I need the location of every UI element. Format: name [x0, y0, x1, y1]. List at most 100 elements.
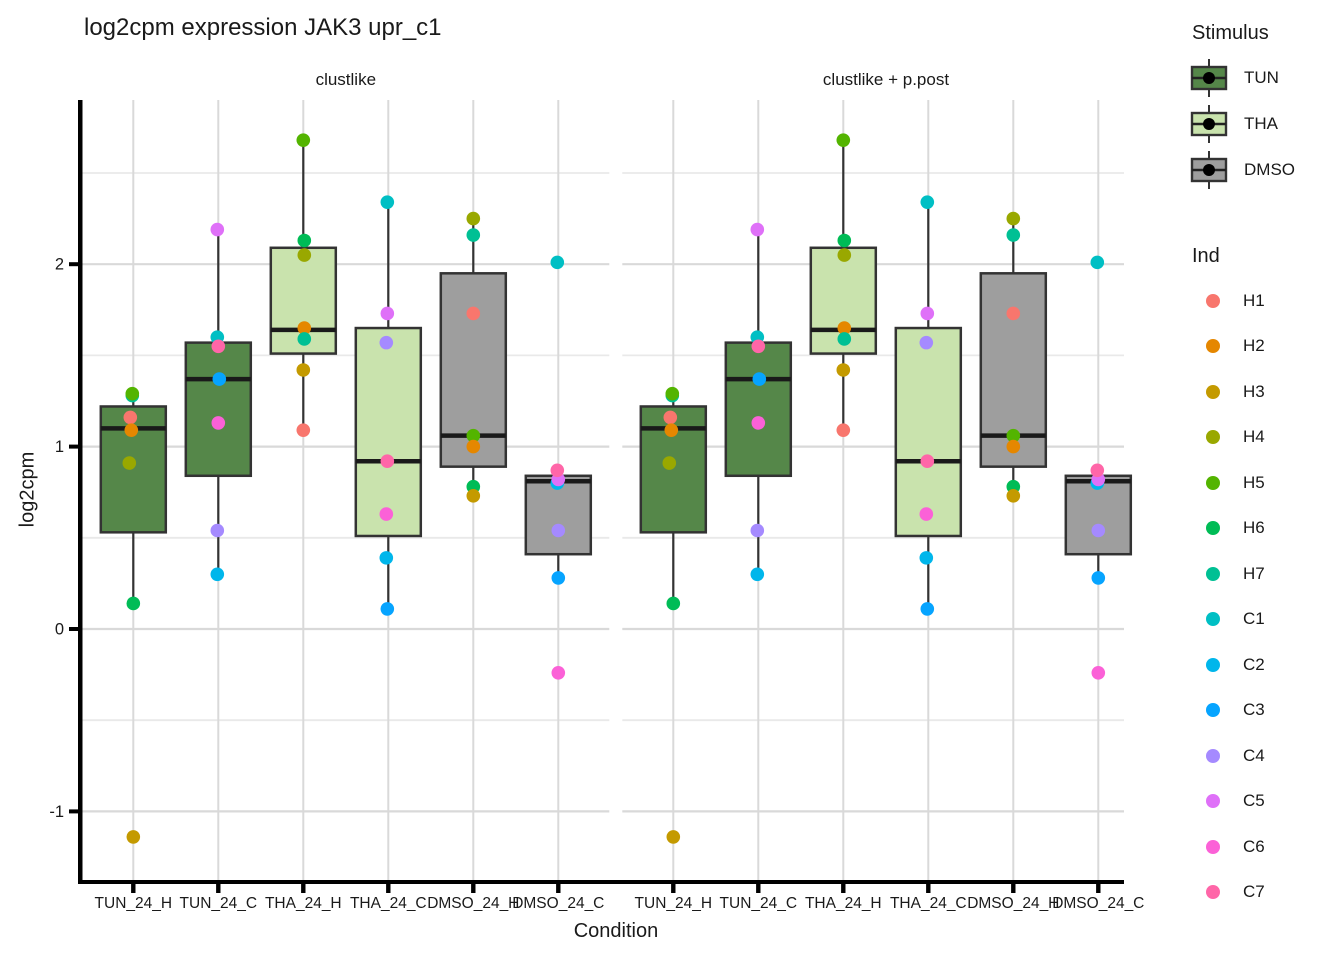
x-tick-label: THA_24_H [265, 895, 342, 912]
ind-dot-icon [1206, 566, 1220, 581]
point-DMSO_24_C-C4 [551, 523, 566, 538]
legend-item-TUN: TUN [1190, 55, 1344, 101]
point-TUN_24_H-H2 [124, 423, 139, 437]
point-THA_24_H-H4 [837, 248, 852, 262]
point-DMSO_24_C-C3 [551, 571, 566, 585]
y-tick [69, 627, 78, 631]
legend-item-C5: C5 [1190, 779, 1344, 825]
x-tick-label: TUN_24_H [635, 895, 713, 912]
x-tick [1011, 884, 1016, 893]
point-TUN_24_C-C3 [752, 372, 767, 386]
point-TUN_24_C-C6 [211, 416, 226, 430]
y-axis-title: log2cpm [16, 451, 39, 528]
ind-dot-icon [1206, 612, 1220, 627]
point-DMSO_24_H-H7 [466, 228, 481, 242]
legend-item-H7: H7 [1190, 551, 1344, 597]
boxplot-TUN_24_C [724, 229, 793, 575]
legend: Stimulus TUN THA DMSO Ind H1 H2 H3 H4 H5 H6 H7 C1… [1190, 22, 1344, 915]
point-TUN_24_C-C4 [210, 523, 225, 538]
boxplot-key-icon [1190, 59, 1228, 97]
legend-item-label: C3 [1243, 700, 1265, 720]
x-tick-label: TUN_24_C [720, 895, 798, 912]
legend-item-C4: C4 [1190, 733, 1344, 779]
point-THA_24_C-C1 [920, 195, 935, 209]
x-tick-label: DMSO_24_C [512, 895, 604, 912]
y-tick [69, 262, 78, 267]
point-TUN_24_H-H2 [664, 423, 679, 437]
point-TUN_24_C-C2 [210, 567, 225, 582]
point-DMSO_24_C-C4 [1091, 523, 1106, 538]
y-tick [69, 809, 78, 814]
point-THA_24_C-C3 [380, 602, 395, 616]
point-THA_24_H-H4 [297, 248, 312, 262]
legend-item-C6: C6 [1190, 824, 1344, 870]
legend-item-label: C4 [1243, 745, 1265, 765]
point-THA_24_C-C6 [919, 507, 934, 521]
x-tick [386, 884, 391, 893]
x-tick-label: TUN_24_C [180, 895, 258, 912]
point-DMSO_24_C-C7 [1090, 463, 1105, 478]
legend-item-C3: C3 [1190, 688, 1344, 734]
point-DMSO_24_C-C3 [1091, 571, 1106, 585]
x-axis-line [78, 880, 1124, 884]
point-DMSO_24_H-H3 [1006, 489, 1021, 503]
ind-dot-icon [1206, 430, 1220, 445]
point-THA_24_C-C2 [379, 551, 394, 565]
ind-dot-icon [1206, 839, 1220, 854]
point-TUN_24_H-H5 [665, 386, 680, 401]
x-tick [131, 884, 136, 893]
point-THA_24_C-C7 [920, 454, 935, 468]
x-tick-label: THA_24_C [350, 895, 427, 912]
legend-item-label: H6 [1243, 518, 1265, 538]
point-TUN_24_C-C5 [750, 222, 765, 237]
boxplot-TUN_24_H [99, 393, 168, 604]
point-THA_24_C-C4 [919, 335, 934, 350]
y-axis-line [78, 100, 83, 884]
point-DMSO_24_C-C1 [1090, 255, 1105, 270]
boxplot-TUN_24_C [184, 229, 253, 575]
legend-item-label: H4 [1243, 427, 1265, 447]
point-THA_24_C-C6 [379, 507, 394, 521]
legend-item-C1: C1 [1190, 597, 1344, 643]
point-TUN_24_C-C2 [750, 567, 765, 582]
facet-label-clustlike: clustlike [315, 70, 377, 89]
x-tick-label: DMSO_24_C [1052, 895, 1144, 912]
y-tick-label: 2 [55, 256, 64, 274]
x-tick [1096, 884, 1101, 893]
point-THA_24_H-H7 [297, 332, 312, 346]
boxplot-DMSO_24_H [979, 218, 1048, 496]
point-THA_24_C-C4 [379, 335, 394, 350]
point-TUN_24_H-H4 [662, 456, 677, 470]
legend-item-label: H1 [1243, 290, 1265, 310]
ind-dot-icon [1206, 339, 1220, 354]
point-THA_24_C-C3 [920, 602, 935, 616]
point-THA_24_H-H2 [837, 321, 852, 335]
legend-item-DMSO: DMSO [1190, 147, 1344, 193]
facet-panel-1: TUN_24_H TUN_24_C THA_24_H THA_24_C DMSO_24_… [622, 100, 1144, 912]
point-TUN_24_H-H5 [125, 386, 140, 401]
ind-dot-icon [1206, 885, 1220, 900]
point-THA_24_C-C5 [380, 306, 395, 321]
x-tick-label: TUN_24_H [95, 895, 173, 912]
legend-item-label: H7 [1243, 563, 1265, 583]
point-THA_24_C-C2 [919, 551, 934, 565]
page-title: log2cpm expression JAK3 upr_c1 [84, 14, 442, 41]
x-tick-label: THA_24_C [890, 895, 967, 912]
facet-panel-0: TUN_24_H TUN_24_C THA_24_H THA_24_C DMSO_24_… [82, 100, 610, 912]
ind-dot-icon [1206, 475, 1220, 490]
point-DMSO_24_C-C6 [1091, 665, 1106, 680]
legend-item-label: C5 [1243, 791, 1265, 811]
legend-item-H6: H6 [1190, 506, 1344, 552]
x-tick [926, 884, 931, 893]
box-THA [354, 326, 423, 538]
legend-item-label: TUN [1244, 68, 1279, 87]
point-THA_24_C-C7 [380, 454, 395, 468]
x-tick-label: DMSO_24_H [967, 895, 1059, 912]
point-THA_24_H-H6 [837, 233, 852, 248]
x-tick [471, 884, 476, 893]
legend-stimulus-title: Stimulus [1192, 22, 1269, 44]
point-THA_24_H-H6 [297, 233, 312, 248]
y-tick-label: 1 [55, 438, 64, 456]
x-tick-label: DMSO_24_H [427, 895, 519, 912]
